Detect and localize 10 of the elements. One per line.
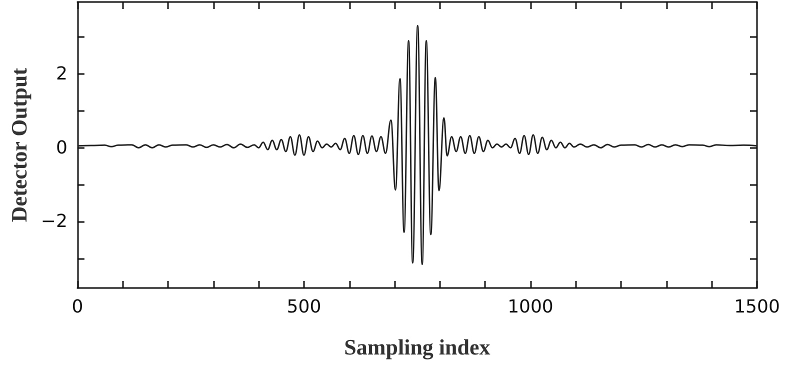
y-tick-label: 0: [56, 137, 68, 158]
y-axis-title: Detector Output: [6, 67, 32, 222]
line-series: [76, 24, 758, 266]
x-axis-title: Sampling index: [344, 334, 490, 360]
y-tick-label: −2: [40, 211, 68, 232]
y-tick-label: 2: [56, 63, 68, 84]
x-tick-label: 500: [286, 296, 322, 318]
x-tick-label: 0: [72, 296, 84, 318]
x-tick-label: 1500: [734, 296, 780, 318]
x-tick-label: 1000: [508, 296, 554, 318]
